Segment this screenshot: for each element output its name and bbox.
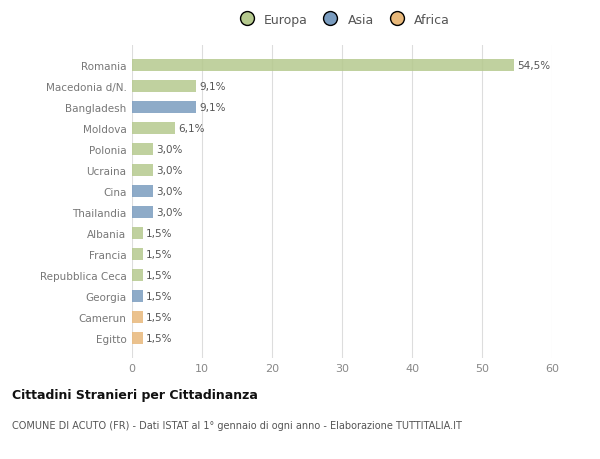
Text: 1,5%: 1,5% — [146, 312, 173, 322]
Bar — [132, 207, 153, 218]
Text: 1,5%: 1,5% — [146, 249, 173, 259]
Text: 9,1%: 9,1% — [199, 103, 226, 113]
Bar — [132, 102, 196, 113]
Text: 9,1%: 9,1% — [199, 82, 226, 92]
Bar — [132, 81, 196, 93]
Bar — [132, 228, 143, 239]
Text: 1,5%: 1,5% — [146, 291, 173, 301]
Legend: Europa, Asia, Africa: Europa, Asia, Africa — [230, 10, 454, 30]
Text: 54,5%: 54,5% — [517, 61, 550, 71]
Bar — [132, 186, 153, 197]
Bar — [132, 311, 143, 323]
Bar — [132, 249, 143, 260]
Bar — [132, 332, 143, 344]
Bar — [132, 60, 514, 72]
Bar — [132, 291, 143, 302]
Text: 1,5%: 1,5% — [146, 333, 173, 343]
Text: 3,0%: 3,0% — [157, 207, 183, 218]
Bar — [132, 269, 143, 281]
Text: 3,0%: 3,0% — [157, 166, 183, 175]
Bar — [132, 123, 175, 134]
Text: 1,5%: 1,5% — [146, 270, 173, 280]
Text: COMUNE DI ACUTO (FR) - Dati ISTAT al 1° gennaio di ogni anno - Elaborazione TUTT: COMUNE DI ACUTO (FR) - Dati ISTAT al 1° … — [12, 420, 462, 430]
Bar — [132, 144, 153, 155]
Text: 1,5%: 1,5% — [146, 229, 173, 238]
Text: 3,0%: 3,0% — [157, 186, 183, 196]
Text: 6,1%: 6,1% — [178, 123, 205, 134]
Text: 3,0%: 3,0% — [157, 145, 183, 155]
Bar — [132, 165, 153, 176]
Text: Cittadini Stranieri per Cittadinanza: Cittadini Stranieri per Cittadinanza — [12, 388, 258, 401]
